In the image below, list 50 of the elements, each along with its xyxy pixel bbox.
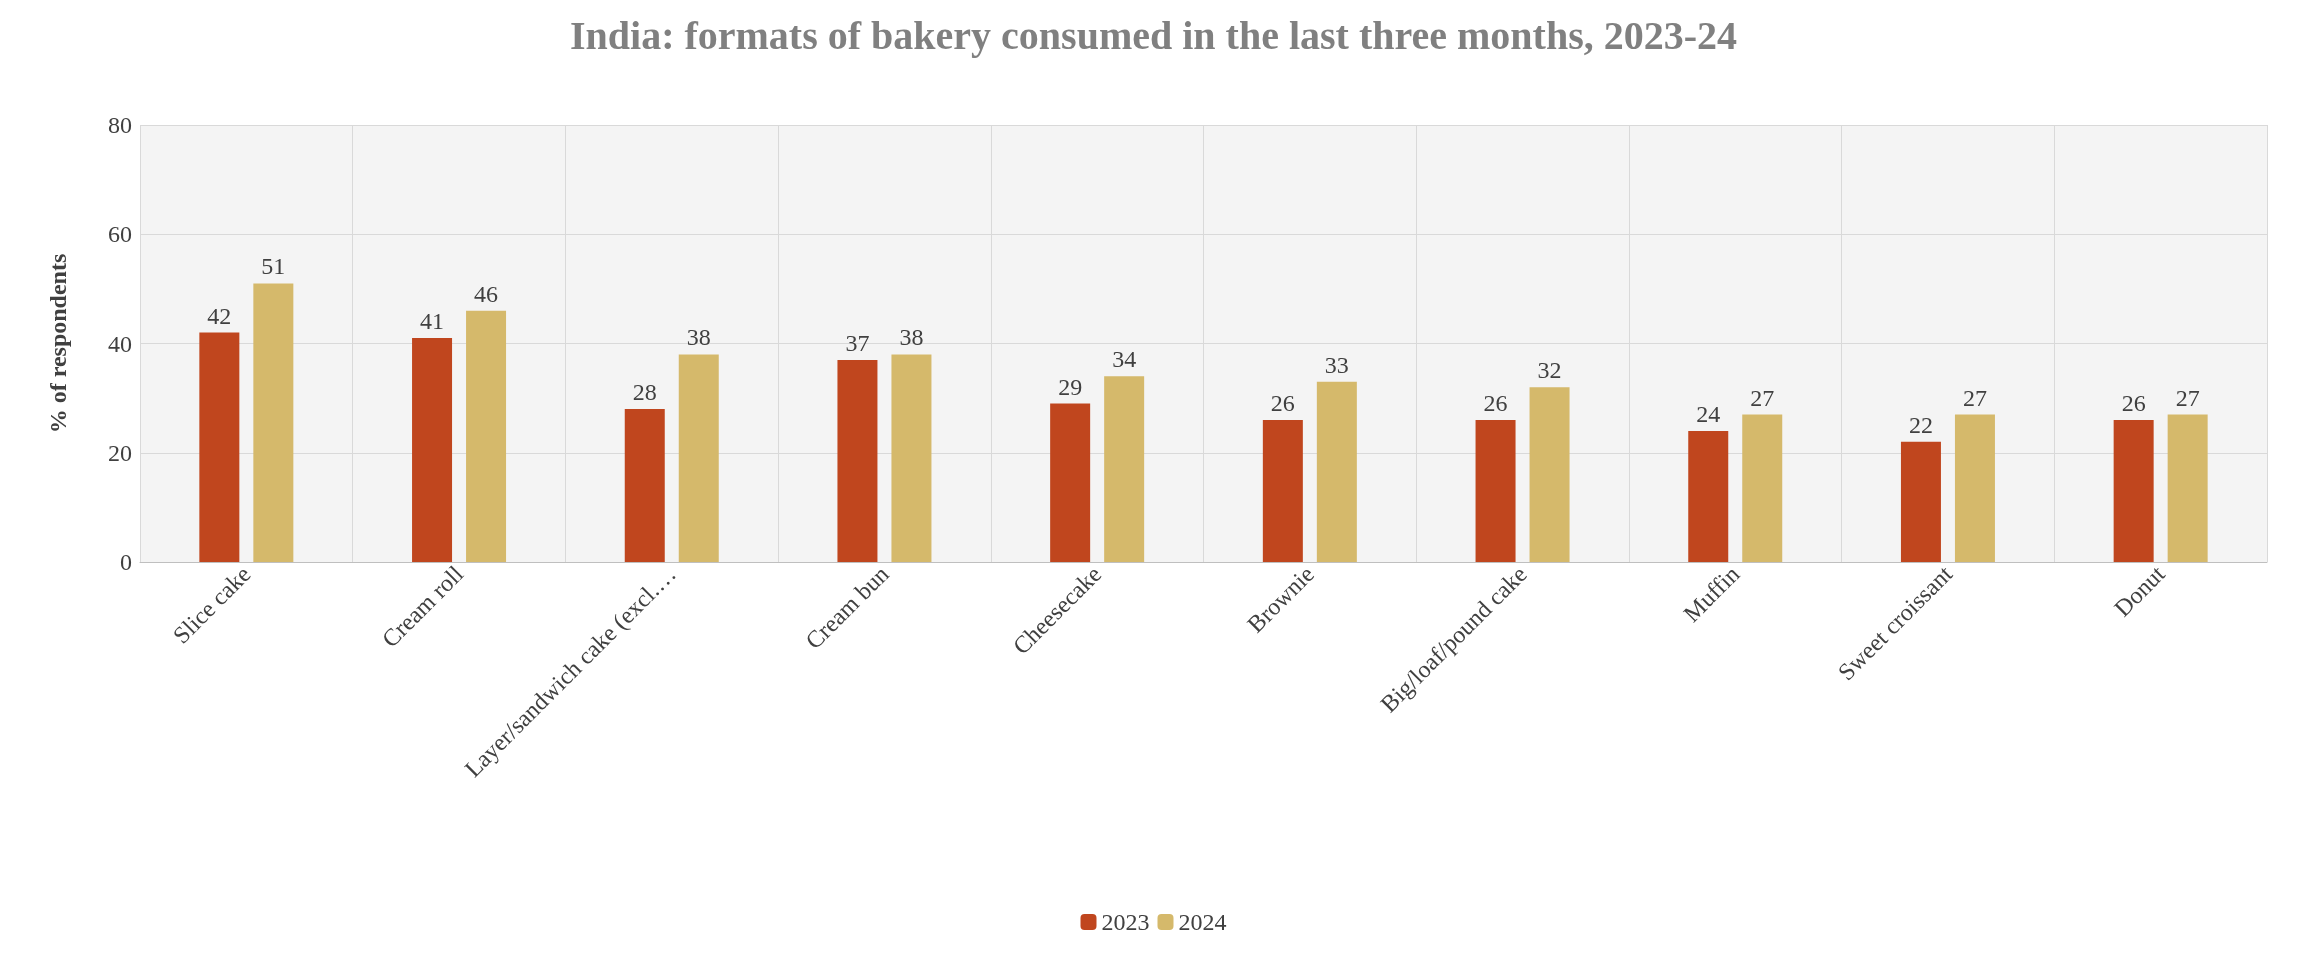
bar bbox=[837, 359, 878, 562]
bar bbox=[1262, 419, 1303, 562]
data-label: 51 bbox=[261, 253, 286, 280]
data-label: 32 bbox=[1537, 357, 1562, 384]
data-label: 27 bbox=[1750, 384, 1775, 411]
bar bbox=[466, 310, 507, 562]
data-label: 26 bbox=[1270, 389, 1295, 416]
bar bbox=[1742, 414, 1783, 562]
y-axis-title: % of respondents bbox=[45, 253, 71, 434]
data-label: 26 bbox=[1483, 389, 1508, 416]
bar bbox=[1104, 376, 1145, 562]
y-tick-label: 40 bbox=[108, 330, 132, 357]
x-tick-label: Slice cake bbox=[167, 560, 256, 649]
y-tick-label: 0 bbox=[120, 549, 132, 575]
data-label: 29 bbox=[1058, 373, 1083, 400]
data-label: 42 bbox=[207, 302, 232, 329]
bar bbox=[253, 283, 294, 562]
bar bbox=[2113, 419, 2154, 562]
data-label: 38 bbox=[686, 324, 711, 351]
chart-title: India: formats of bakery consumed in the last three months, 2023-24 bbox=[569, 12, 1738, 58]
data-label: 33 bbox=[1324, 351, 1349, 378]
data-label: 27 bbox=[1962, 384, 1987, 411]
data-label: 27 bbox=[2175, 384, 2200, 411]
bar bbox=[891, 354, 932, 562]
bar bbox=[1050, 403, 1091, 562]
data-label: 34 bbox=[1112, 346, 1137, 373]
y-tick-label: 20 bbox=[108, 439, 132, 466]
data-label: 28 bbox=[632, 379, 657, 406]
bar bbox=[199, 332, 240, 562]
bar bbox=[2167, 414, 2208, 562]
data-label: 37 bbox=[845, 329, 870, 356]
y-tick-label: 60 bbox=[108, 221, 132, 248]
legend-label: 2023 bbox=[1101, 909, 1150, 935]
data-label: 24 bbox=[1696, 400, 1721, 427]
bar bbox=[412, 338, 453, 562]
legend-label: 2024 bbox=[1178, 909, 1227, 935]
data-label: 26 bbox=[2121, 389, 2146, 416]
bar bbox=[1900, 441, 1941, 562]
bar bbox=[1688, 430, 1729, 562]
data-label: 41 bbox=[420, 308, 445, 335]
data-label: 38 bbox=[899, 324, 924, 351]
y-tick-label: 80 bbox=[108, 112, 132, 138]
bar bbox=[1954, 414, 1995, 562]
bar bbox=[1316, 381, 1357, 562]
bar bbox=[678, 354, 719, 562]
data-label: 22 bbox=[1908, 411, 1933, 438]
bar bbox=[624, 409, 665, 562]
data-label: 46 bbox=[474, 280, 499, 307]
bar bbox=[1475, 419, 1516, 562]
bar bbox=[1529, 387, 1570, 562]
